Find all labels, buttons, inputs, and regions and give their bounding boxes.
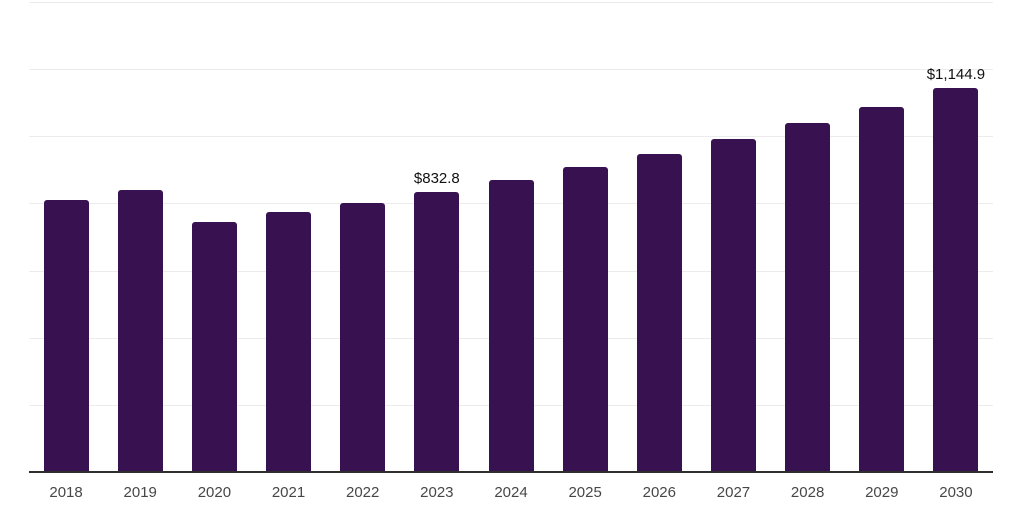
bar-2021[interactable] xyxy=(266,212,312,472)
x-tick-2022: 2022 xyxy=(346,484,380,501)
bar-2020[interactable] xyxy=(191,221,237,472)
bar-2027[interactable] xyxy=(710,138,756,472)
x-tick-2027: 2027 xyxy=(716,484,751,501)
data-label-2023: $832.8 xyxy=(413,170,460,188)
gridline xyxy=(29,136,993,138)
bar-2023[interactable] xyxy=(414,192,460,472)
bar-2025[interactable] xyxy=(562,166,608,472)
x-tick-2026: 2026 xyxy=(642,484,676,501)
x-tick-2021: 2021 xyxy=(271,484,306,501)
x-tick-2019: 2019 xyxy=(123,484,157,501)
gridline xyxy=(29,69,993,71)
bar-2024[interactable] xyxy=(488,179,534,472)
bar-2029[interactable] xyxy=(859,106,905,472)
x-tick-2030: 2030 xyxy=(939,484,973,501)
x-tick-2023: 2023 xyxy=(420,484,454,501)
x-tick-2018: 2018 xyxy=(49,484,83,501)
x-tick-2020: 2020 xyxy=(197,484,232,501)
bar-2019[interactable] xyxy=(117,189,163,472)
x-tick-2029: 2029 xyxy=(865,484,899,501)
x-tick-2025: 2025 xyxy=(568,484,602,501)
x-tick-2028: 2028 xyxy=(790,484,825,501)
bar-2028[interactable] xyxy=(785,122,831,472)
x-tick-2024: 2024 xyxy=(494,484,528,501)
bar-2030[interactable] xyxy=(933,87,979,472)
gridline xyxy=(29,2,993,3)
bar-2022[interactable] xyxy=(340,202,386,472)
data-label-2030: $1,144.9 xyxy=(926,65,986,83)
bar-2026[interactable] xyxy=(636,153,682,472)
bar-2018[interactable] xyxy=(43,199,89,472)
x-axis-line xyxy=(29,471,993,473)
